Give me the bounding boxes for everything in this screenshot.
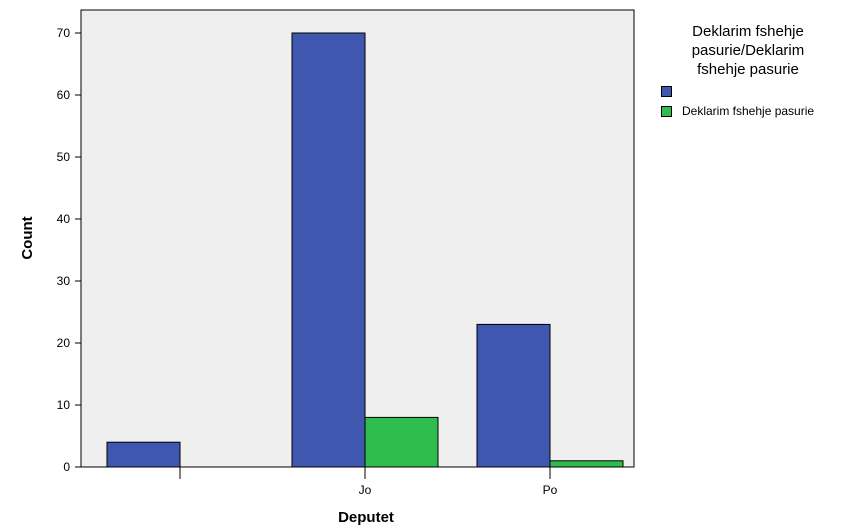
legend-swatch-blue	[661, 85, 672, 97]
y-tick-label: 50	[57, 150, 71, 164]
x-tick-label: Po	[543, 483, 558, 497]
legend: Deklarim fshehje pasurie/Deklarim fshehj…	[652, 22, 852, 119]
legend-title-line-2: pasurie/Deklarim	[691, 42, 805, 59]
bars-group	[106, 32, 624, 468]
y-tick-label: 10	[57, 398, 71, 412]
legend-title-line-1: Deklarim fshehje	[692, 23, 804, 40]
y-tick-label: 40	[57, 212, 71, 226]
bar-blue-blank	[106, 441, 181, 468]
legend-title: Deklarim fshehje pasurie/Deklarim fshehj…	[648, 22, 848, 79]
legend-item-series-1	[652, 83, 852, 99]
y-axis: 0 10 20 30 40 50 60 70	[57, 10, 82, 474]
bar-blue-Po	[476, 323, 551, 468]
legend-title-line-3: fshehje pasurie	[697, 61, 799, 78]
y-tick-label: 20	[57, 336, 71, 350]
bar-blue-Jo	[291, 32, 366, 468]
y-tick-label: 70	[57, 26, 71, 40]
y-axis-title: Count	[19, 216, 36, 259]
y-tick-label: 60	[57, 88, 71, 102]
legend-item-series-2: Deklarim fshehje pasurie	[652, 103, 852, 119]
x-axis: Jo Po	[81, 466, 634, 497]
bar-green-Jo	[364, 416, 439, 468]
y-tick-label: 30	[57, 274, 71, 288]
y-tick-label: 0	[63, 460, 70, 474]
x-tick-label: Jo	[359, 483, 372, 497]
legend-swatch-green	[661, 105, 672, 117]
bar-green-Po	[549, 460, 624, 468]
legend-label-series-2: Deklarim fshehje pasurie	[682, 104, 815, 118]
x-axis-title: Deputet	[338, 509, 394, 526]
